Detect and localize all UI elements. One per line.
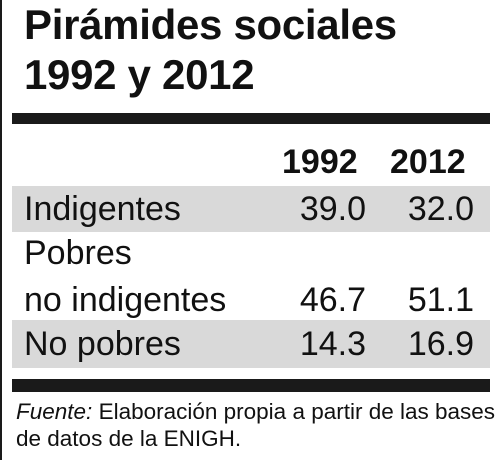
cell-indigentes-1992: 39.0 xyxy=(299,190,366,228)
row-label-pobres-line2: no indigentes xyxy=(24,281,227,319)
cell-no-pobres-2012: 16.9 xyxy=(407,325,474,363)
title-line-1: Pirámides sociales xyxy=(24,1,397,48)
row-label-pobres-line1: Pobres xyxy=(24,234,132,272)
row-label-no-pobres: No pobres xyxy=(24,325,181,363)
source-note: Fuente: Elaboración propia a partir de l… xyxy=(16,398,496,452)
source-text: Elaboración propia a partir de las bases… xyxy=(16,399,496,451)
row-label-indigentes: Indigentes xyxy=(24,190,181,228)
column-header-2012: 2012 xyxy=(390,143,466,181)
cell-pobres-no-indigentes-2012: 51.1 xyxy=(407,281,474,319)
bottom-rule xyxy=(12,379,490,392)
source-label: Fuente: xyxy=(16,399,93,424)
cell-no-pobres-1992: 14.3 xyxy=(299,325,366,363)
column-header-1992: 1992 xyxy=(282,143,358,181)
cell-indigentes-2012: 32.0 xyxy=(407,190,474,228)
row-band-no-pobres xyxy=(12,320,490,368)
chart-title: Pirámides sociales 1992 y 2012 xyxy=(24,0,397,100)
cell-pobres-no-indigentes-1992: 46.7 xyxy=(299,281,366,319)
title-line-2: 1992 y 2012 xyxy=(24,51,255,98)
top-rule xyxy=(12,113,490,124)
row-band-indigentes xyxy=(12,186,490,232)
